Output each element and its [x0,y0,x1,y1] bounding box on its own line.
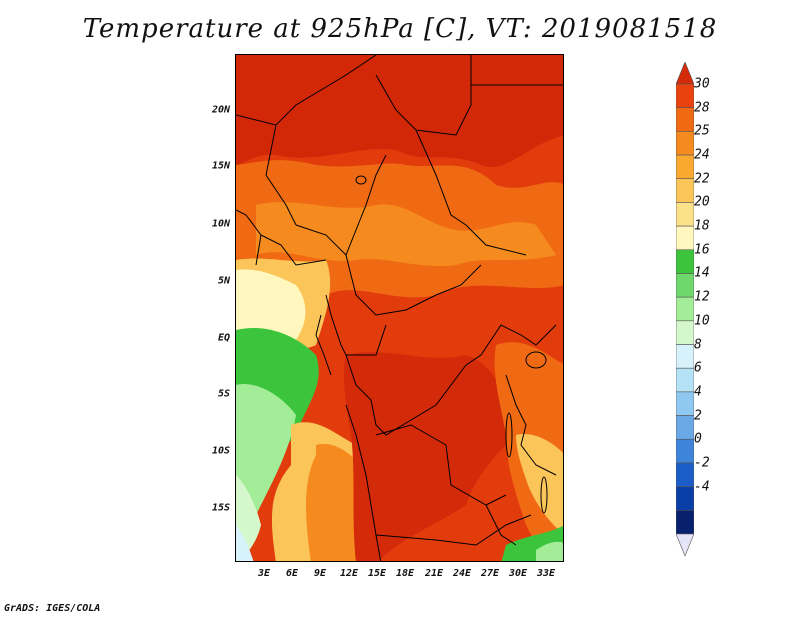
colorbar-swatch [676,438,694,464]
border-6 [345,254,482,316]
colorbar-swatch [676,154,694,180]
colorbar-label: 8 [694,337,702,353]
colorbar-label: 4 [694,384,702,400]
lake-victoria [525,351,547,369]
colorbar-swatch [676,344,694,369]
field-congo-red [343,352,516,561]
colorbar-swatch [676,320,694,345]
colorbar [676,62,694,556]
colorbar-label: 25 [694,123,710,139]
lon-label-3e: 3E [257,568,271,579]
lake-tanganyika [505,412,513,458]
colorbar-swatch [676,391,694,416]
lat-label-eq: EQ [217,332,230,344]
colorbar-label: 0 [694,431,702,447]
colorbar-swatch [676,273,694,298]
colorbar-swatch [676,249,694,274]
colorbar-label: 22 [694,171,710,187]
colorbar-label: 18 [694,218,710,234]
colorbar-swatch [676,202,694,227]
border-8 [236,209,262,266]
colorbar-swatch [676,107,694,132]
colorbar-swatch [676,486,694,511]
footer-credit: GrADS: IGES/COLA [4,603,101,614]
lon-label-15e: 15E [367,568,387,579]
border-18 [315,314,332,376]
lat-label-5s: 5S [217,388,230,400]
border-5 [295,154,387,256]
lon-label-12e: 12E [339,568,359,579]
colorbar-swatch [676,131,694,156]
lon-label-24e: 24E [452,568,472,579]
colorbar-label: -2 [694,455,710,471]
colorbar-label: 30 [694,76,710,92]
field-sahel-warm [256,202,556,267]
colorbar-swatch [676,296,694,322]
border-9 [260,234,327,266]
lon-label-33e: 33E [536,568,556,579]
colorbar-swatch [676,415,694,440]
colorbar-bottom-arrow [676,533,694,556]
border-1 [236,55,377,126]
colorbar-swatch [676,225,694,251]
lon-label-9e: 9E [313,568,327,579]
chart-title: Temperature at 925hPa [C], VT: 201908151… [82,14,718,44]
colorbar-label: 24 [694,147,710,163]
field-north-hot [236,55,563,167]
colorbar-swatch [676,367,694,393]
colorbar-label: 6 [694,360,702,376]
lon-label-21e: 21E [424,568,444,579]
colorbar-swatch [676,178,694,203]
colorbar-label: 20 [694,194,710,210]
colorbar-label: 14 [694,265,710,281]
field-east-yellow [516,434,563,534]
field-angola-orange [306,444,362,561]
border-7 [415,129,527,256]
border-15 [375,424,507,506]
lat-label-15n: 15N [211,160,230,172]
border-4 [265,124,297,226]
border-10 [325,294,387,356]
colorbar-label: 16 [694,242,710,258]
border-13 [505,374,557,476]
lat-label-20n: 20N [211,104,230,116]
lat-label-15s: 15S [211,502,230,514]
lon-label-27e: 27E [480,568,500,579]
lon-label-30e: 30E [508,568,528,579]
field-se-mint [536,541,563,561]
lon-label-18e: 18E [395,568,415,579]
border-11 [345,354,467,436]
field-ocean-cyan [236,525,254,561]
colorbar-top-arrow [676,62,694,85]
colorbar-swatch [676,83,694,108]
colorbar-label: 28 [694,100,710,116]
field-coast-pale [236,269,306,342]
colorbar-label: -4 [694,479,710,495]
border-2 [375,55,472,136]
colorbar-label: 10 [694,313,710,329]
lat-label-10s: 10S [211,445,230,457]
border-17 [485,504,517,546]
colorbar-swatch [676,510,694,535]
lake-malawi [540,476,548,514]
temperature-map [235,54,564,562]
border-16 [375,514,532,546]
lake-chad [355,175,367,185]
lat-label-5n: 5N [217,275,230,287]
colorbar-label: 2 [694,408,702,424]
colorbar-swatch [676,462,694,487]
lat-label-10n: 10N [211,218,230,230]
colorbar-label: 12 [694,289,710,305]
border-14 [345,404,382,561]
lon-label-6e: 6E [285,568,299,579]
border-12 [465,324,557,366]
